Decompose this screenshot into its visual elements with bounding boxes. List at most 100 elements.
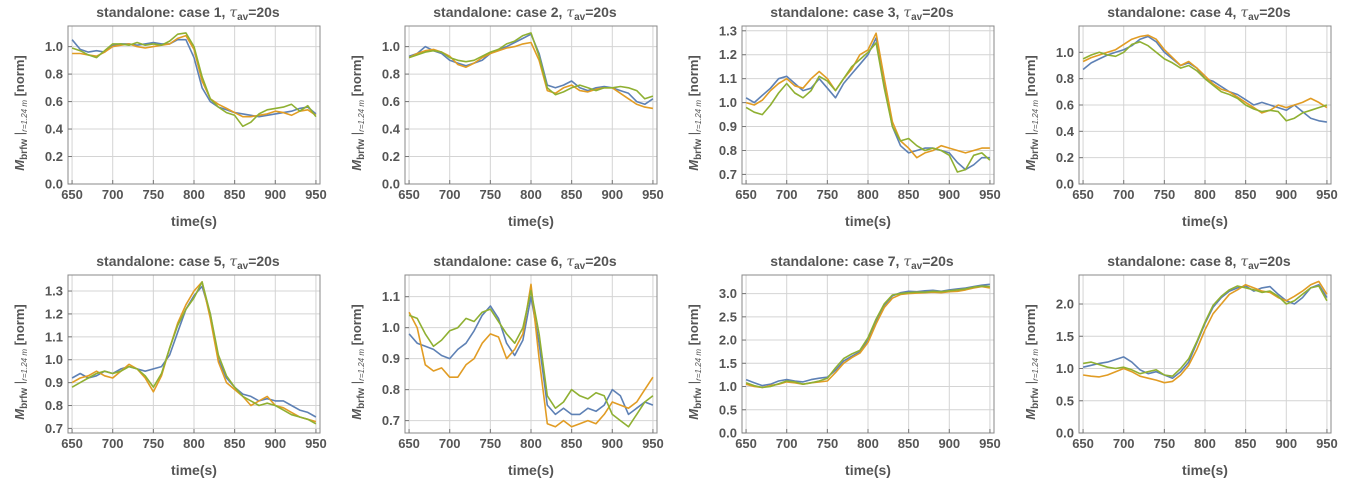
x-tick-label: 800 (857, 436, 879, 451)
y-tick-label: 0.8 (1056, 71, 1074, 86)
chart-title-text: standalone: case 1, (96, 4, 229, 20)
y-label-eval: r=1.24 m (694, 100, 703, 132)
y-tick-label: 0.8 (382, 382, 400, 397)
y-tick-label: 0.5 (1056, 393, 1074, 408)
y-axis-label: Mbrfw |r=1.24 m [norm] (1023, 304, 1041, 420)
y-tick-label: 1.3 (45, 284, 63, 299)
chart-title-tau: τ (1240, 5, 1248, 21)
y-tick-label: 1.0 (45, 352, 63, 367)
x-tick-label: 750 (480, 187, 502, 202)
x-tick-label: 700 (1113, 187, 1135, 202)
chart-title-tau-val: =20s (248, 253, 280, 269)
y-label-unit: [norm] (12, 55, 27, 100)
y-label-unit: [norm] (12, 304, 27, 349)
y-tick-label: 0.0 (45, 177, 63, 192)
y-tick-label: 1.0 (45, 39, 63, 54)
chart-svg: standalone: case 7, τav=20s 650 700 750 800 8… (686, 253, 1001, 478)
x-tick-label: 850 (1235, 436, 1257, 451)
y-label-bar: | (1023, 132, 1038, 139)
x-tick-label: 700 (102, 436, 124, 451)
chart-title-tau: τ (903, 254, 911, 270)
y-label-bar: | (12, 381, 27, 388)
x-tick-label: 950 (979, 436, 1001, 451)
chart-title-tau-val: =20s (248, 4, 280, 20)
y-axis-label: Mbrfw |r=1.24 m [norm] (686, 304, 704, 420)
y-tick-label: 1.2 (45, 306, 63, 321)
y-tick-label: 1.2 (719, 47, 737, 62)
y-tick-label: 1.1 (719, 71, 737, 86)
x-axis-label: time(s) (845, 213, 891, 229)
chart-title-tau-sub: av (911, 261, 923, 272)
x-tick-label: 900 (1275, 187, 1297, 202)
x-tick-label: 800 (1194, 436, 1216, 451)
chart-title-text: standalone: case 8, (1107, 253, 1240, 269)
chart-title-tau-sub: av (237, 261, 249, 272)
chart-title-tau-val: =20s (1259, 253, 1291, 269)
chart-title: standalone: case 5, τav=20s (96, 253, 280, 272)
series-line-3 (745, 41, 991, 173)
chart-title-text: standalone: case 2, (433, 4, 566, 20)
y-tick-label: 2.0 (1056, 297, 1074, 312)
chart-title-text: standalone: case 3, (770, 4, 903, 20)
y-tick-label: 1.5 (719, 356, 737, 371)
y-label-sub: brfw (693, 388, 704, 409)
x-axis-label: time(s) (508, 213, 554, 229)
series-line-1 (745, 37, 990, 171)
x-tick-label: 700 (776, 436, 798, 451)
chart-title-text: standalone: case 6, (433, 253, 566, 269)
chart-title-tau-sub: av (574, 261, 586, 272)
y-label-unit: [norm] (349, 304, 364, 349)
x-tick-label: 850 (898, 187, 920, 202)
y-label-sub: brfw (19, 139, 30, 160)
chart-title-tau-sub: av (1248, 261, 1260, 272)
y-label-sub: brfw (356, 139, 367, 160)
chart-svg: standalone: case 4, τav=20s 650 700 750 800 8… (1023, 4, 1338, 229)
series-line-2 (1082, 34, 1328, 114)
x-tick-label: 750 (1154, 436, 1176, 451)
x-tick-label: 900 (264, 187, 286, 202)
y-label-eval: r=1.24 m (357, 349, 366, 381)
chart-panel-1: standalone: case 1, τav=20s 650 700 750 800 8… (0, 0, 337, 249)
y-tick-label: 0.8 (382, 67, 400, 82)
y-tick-label: 0.9 (382, 351, 400, 366)
y-tick-label: 0.4 (1056, 124, 1075, 139)
series-line-2 (1082, 280, 1328, 384)
y-label-bar: | (349, 132, 364, 139)
series-line-1 (408, 295, 654, 416)
series-line-3 (71, 281, 317, 425)
series-line-3 (71, 32, 317, 128)
chart-svg: standalone: case 8, τav=20s 650 700 750 800 8… (1023, 253, 1338, 478)
x-tick-label: 700 (776, 187, 798, 202)
x-tick-label: 950 (979, 187, 1001, 202)
y-tick-label: 3.0 (719, 286, 737, 301)
chart-title-text: standalone: case 4, (1107, 4, 1240, 20)
y-tick-label: 0.6 (45, 94, 63, 109)
x-tick-label: 650 (735, 187, 757, 202)
x-tick-label: 750 (143, 436, 165, 451)
x-axis-label: time(s) (171, 213, 217, 229)
x-tick-label: 950 (1316, 187, 1338, 202)
y-tick-label: 1.0 (382, 39, 400, 54)
chart-svg: standalone: case 1, τav=20s 650 700 750 800 8… (12, 4, 327, 229)
y-tick-label: 0.4 (382, 122, 401, 137)
y-tick-label: 1.1 (45, 329, 63, 344)
x-tick-label: 700 (102, 187, 124, 202)
x-tick-label: 850 (561, 187, 583, 202)
chart-title-text: standalone: case 5, (96, 253, 229, 269)
y-tick-label: 2.0 (719, 333, 737, 348)
x-tick-label: 950 (642, 436, 664, 451)
x-tick-label: 850 (224, 436, 246, 451)
chart-title-tau-sub: av (574, 12, 586, 23)
x-tick-label: 900 (938, 436, 960, 451)
chart-svg: standalone: case 3, τav=20s 650 700 750 800 8… (686, 4, 1001, 229)
y-label-main: M (349, 159, 364, 171)
y-tick-label: 0.2 (1056, 150, 1074, 165)
x-tick-label: 950 (642, 187, 664, 202)
y-tick-label: 1.0 (382, 320, 400, 335)
chart-panel-8: standalone: case 8, τav=20s 650 700 750 800 8… (1011, 249, 1348, 498)
series-line-3 (408, 289, 654, 428)
x-tick-label: 800 (183, 187, 205, 202)
y-axis-label: Mbrfw |r=1.24 m [norm] (12, 55, 30, 171)
y-label-sub: brfw (19, 388, 30, 409)
series-line-3 (745, 285, 990, 389)
